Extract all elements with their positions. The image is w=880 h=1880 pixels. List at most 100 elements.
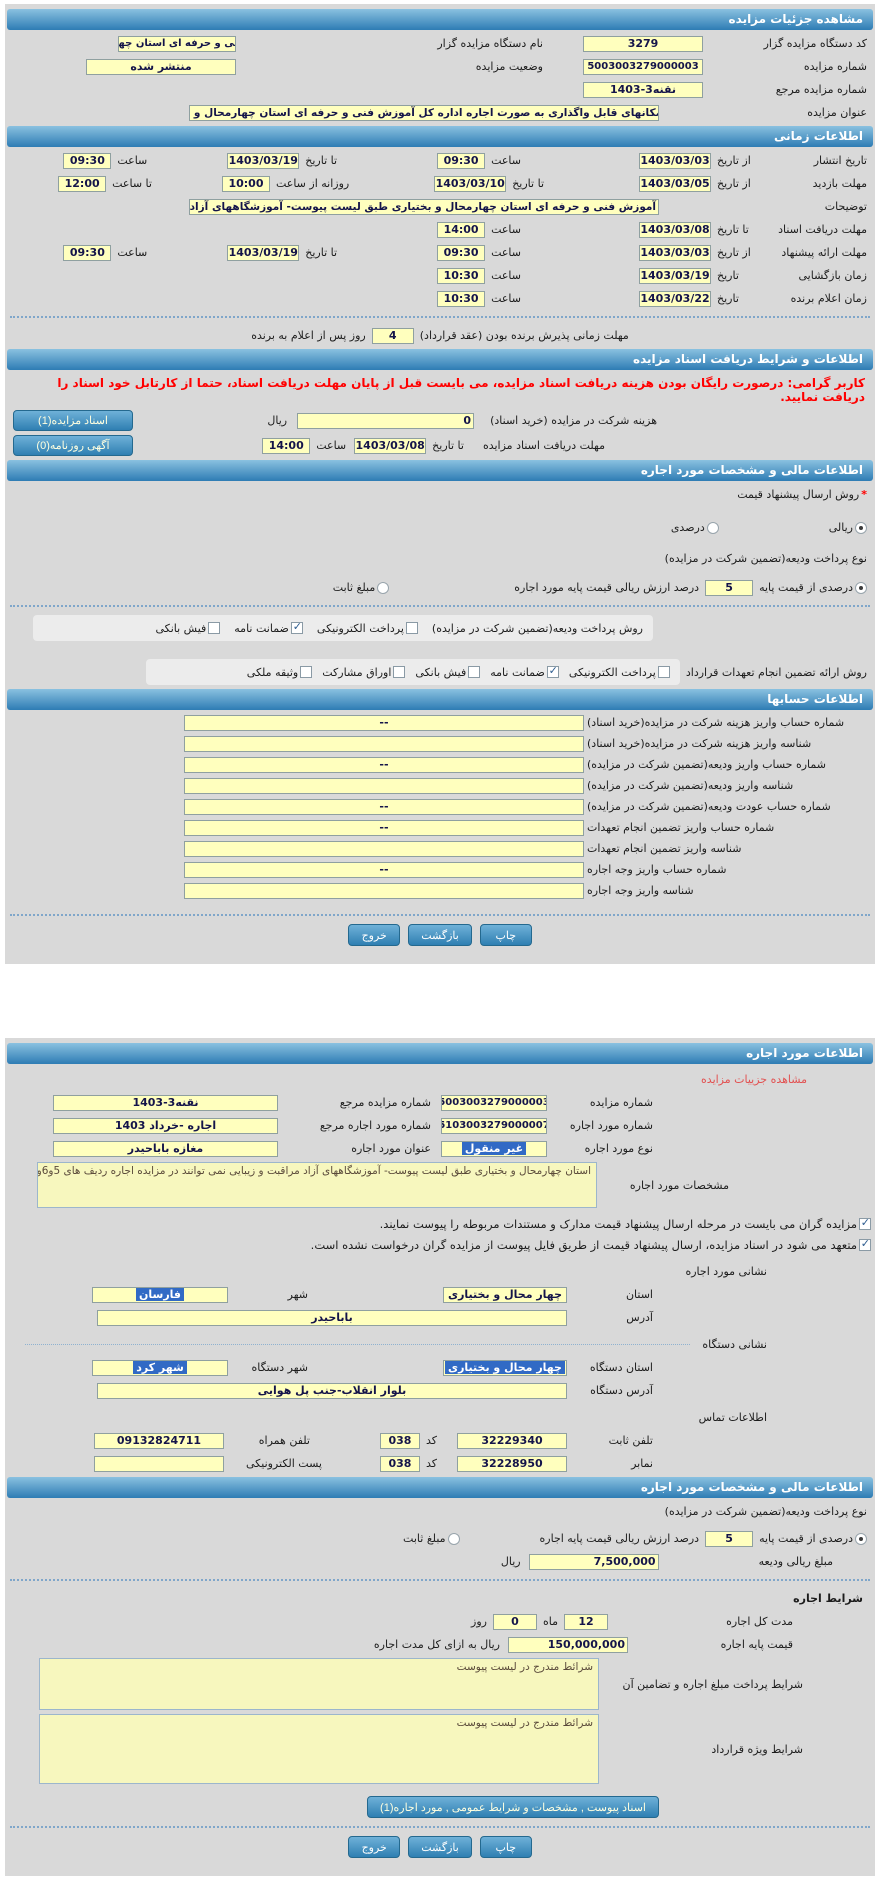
- docs-deadline-date-field[interactable]: 1403/03/08: [639, 221, 711, 238]
- visit-to-date-field[interactable]: 1403/03/10: [434, 175, 507, 192]
- deposit-payment-id-field[interactable]: [184, 777, 584, 794]
- rental-item-ref-field[interactable]: اجاره -خرداد 1403: [53, 1117, 278, 1134]
- print-button-bottom[interactable]: چاپ: [479, 1836, 532, 1858]
- org-address-field[interactable]: بلوار انقلاب-جنب پل هوایی: [97, 1382, 567, 1399]
- pay-terms-textarea[interactable]: شرائط مندرج در لیست پیوست: [39, 1658, 599, 1710]
- exit-button[interactable]: خروج: [348, 924, 401, 946]
- deposit-percent-field[interactable]: 5: [705, 579, 754, 596]
- guarantee-letter2-checkbox[interactable]: [546, 664, 559, 678]
- percent-radio[interactable]: [706, 521, 719, 534]
- auction-no-field[interactable]: 5003003279000003: [583, 58, 703, 75]
- bidder-code-field[interactable]: 3279: [583, 35, 703, 52]
- rent-days-field[interactable]: 0: [492, 1613, 537, 1630]
- participation-bonds-checkbox[interactable]: [393, 666, 406, 678]
- guarantee-bank-slip-checkbox[interactable]: [468, 666, 481, 678]
- visit-from-date-field[interactable]: 1403/03/05: [639, 175, 711, 192]
- deposit-type-label: نوع پرداخت ودیعه(تضمین شرکت در مزایده): [664, 552, 867, 565]
- rent-day-label: روز: [471, 1615, 487, 1628]
- rental-item-no-field[interactable]: 5103003279000007: [441, 1117, 547, 1134]
- fixed-amount-radio[interactable]: [377, 581, 390, 594]
- rental-auction-no-field[interactable]: 5003003279000003: [441, 1094, 547, 1111]
- back-button[interactable]: بازگشت: [408, 924, 472, 946]
- print-button[interactable]: چاپ: [479, 924, 532, 946]
- rental-specs-textarea[interactable]: استان چهارمحال و بختیاری طبق لیست پیوست-…: [37, 1162, 597, 1208]
- rent-payment-id-field[interactable]: [184, 882, 584, 899]
- no-file-request-checkbox[interactable]: [859, 1237, 871, 1251]
- auction-status-field[interactable]: منتشر شده: [86, 58, 236, 75]
- phone-code-label: کد: [425, 1434, 437, 1447]
- fax-field[interactable]: 32228950: [457, 1455, 567, 1472]
- opening-date-field[interactable]: 1403/03/19: [639, 267, 711, 284]
- phone-code-field[interactable]: 038: [379, 1432, 420, 1449]
- base-price-field[interactable]: 150,000,000: [508, 1636, 628, 1653]
- doc-fee-payment-id-field[interactable]: [184, 735, 584, 752]
- rent-months-field[interactable]: 12: [564, 1613, 608, 1630]
- publish-to-time-field[interactable]: 09:30: [63, 152, 112, 169]
- winner-time-field[interactable]: 10:30: [437, 290, 486, 307]
- rent-account-field[interactable]: --: [184, 861, 584, 878]
- docs-deadline-time-field[interactable]: 14:00: [437, 221, 486, 238]
- doc-fee-account-field[interactable]: --: [184, 714, 584, 731]
- guarantee-letter-checkbox[interactable]: [290, 620, 303, 634]
- exit-button-bottom[interactable]: خروج: [348, 1836, 401, 1858]
- rental-address-field[interactable]: باباحیدر: [97, 1309, 567, 1326]
- email-field[interactable]: [93, 1455, 224, 1472]
- percent-of-base-radio[interactable]: [855, 581, 867, 594]
- special-terms-textarea[interactable]: شرائط مندرج در لیست پیوست: [39, 1714, 599, 1784]
- fax-code-field[interactable]: 038: [379, 1455, 420, 1472]
- rental-title-field[interactable]: مغازه باباحیدر: [53, 1140, 278, 1157]
- doc-receive-deadline-row: مهلت دریافت اسناد مزایده تا تاریخ 1403/0…: [13, 435, 867, 456]
- visit-until-label: تا ساعت: [112, 177, 152, 190]
- opening-time-field[interactable]: 10:30: [437, 267, 486, 284]
- publish-from-time-field[interactable]: 09:30: [437, 152, 486, 169]
- visit-from-time-field[interactable]: 10:00: [221, 175, 270, 192]
- rial-radio[interactable]: [855, 521, 867, 534]
- obligation-payment-id-field[interactable]: [184, 840, 584, 857]
- electronic-payment-checkbox[interactable]: [405, 622, 418, 634]
- base-price-label: قیمت پایه اجاره: [720, 1638, 793, 1651]
- doc-fee-field[interactable]: 0: [297, 412, 475, 429]
- org-province-field[interactable]: چهار محال و بختیاری: [443, 1359, 567, 1376]
- contract-days-field[interactable]: 4: [371, 327, 414, 344]
- newspaper-ads-button[interactable]: آگهی روزنامه(0): [13, 435, 133, 456]
- contract-guarantee-band: پرداخت الکترونیکی ضمانت نامه فیش بانکی ا…: [145, 659, 680, 685]
- notes-field[interactable]: آموزش فنی و حرفه ای استان چهارمحال و بخت…: [189, 198, 659, 215]
- rental-auction-ref-field[interactable]: نقنه3-1403: [53, 1094, 278, 1111]
- offer-from-date-field[interactable]: 1403/03/03: [639, 244, 711, 261]
- offer-to-date-field[interactable]: 1403/03/19: [227, 244, 300, 261]
- publish-from-date-field[interactable]: 1403/03/03: [639, 152, 711, 169]
- back-button-bottom[interactable]: بازگشت: [408, 1836, 472, 1858]
- attached-documents-button[interactable]: اسناد پیوست , مشخصات و شرایط عمومی , مور…: [367, 1796, 659, 1818]
- deposit-percent2-field[interactable]: 5: [705, 1530, 754, 1547]
- obligation-account-field[interactable]: --: [184, 819, 584, 836]
- publish-to-date-field[interactable]: 1403/03/19: [227, 152, 300, 169]
- rental-province-field[interactable]: چهار محال و بختیاری: [443, 1286, 567, 1303]
- attach-docs-checkbox[interactable]: [859, 1216, 871, 1230]
- visit-from-label: از تاریخ: [717, 177, 751, 190]
- winner-date-field[interactable]: 1403/03/22: [639, 290, 711, 307]
- auction-documents-button[interactable]: اسناد مزایده(1): [13, 410, 133, 431]
- doc-receive-date-field[interactable]: 1403/03/08: [354, 437, 427, 454]
- deposit-amount-field[interactable]: 7,500,000: [528, 1553, 659, 1570]
- mobile-field[interactable]: 09132824711: [93, 1432, 224, 1449]
- fixed-amount2-radio[interactable]: [447, 1532, 460, 1545]
- property-collateral-checkbox[interactable]: [300, 666, 313, 678]
- deposit-account-field[interactable]: --: [184, 756, 584, 773]
- doc-receive-time-field[interactable]: 14:00: [262, 437, 311, 454]
- rental-type-field[interactable]: غیر منقول: [441, 1140, 547, 1157]
- visit-to-time-field[interactable]: 12:00: [58, 175, 107, 192]
- rental-city-field[interactable]: فارسان: [92, 1286, 228, 1303]
- percent-of-base2-radio[interactable]: [855, 1532, 867, 1545]
- bidder-name-field[interactable]: فنی و حرفه ای استان چهار: [118, 35, 236, 52]
- auction-title-field[interactable]: -اجاره مکانهای قابل واگذاری به صورت اجار…: [189, 104, 659, 121]
- deposit-refund-account-field[interactable]: --: [184, 798, 584, 815]
- offer-to-time-field[interactable]: 09:30: [63, 244, 112, 261]
- auction-ref-field[interactable]: نقنه3-1403: [583, 81, 703, 98]
- guarantee-electronic-checkbox[interactable]: [657, 666, 670, 678]
- bank-slip-checkbox[interactable]: [208, 622, 221, 634]
- org-city-field[interactable]: شهر کرد: [92, 1359, 228, 1376]
- view-auction-details-link[interactable]: مشاهده جزییات مزایده: [701, 1073, 807, 1086]
- rental-province-row: استان چهار محال و بختیاری شهر فارسان: [13, 1285, 867, 1304]
- phone-field[interactable]: 32229340: [457, 1432, 567, 1449]
- offer-from-time-field[interactable]: 09:30: [437, 244, 486, 261]
